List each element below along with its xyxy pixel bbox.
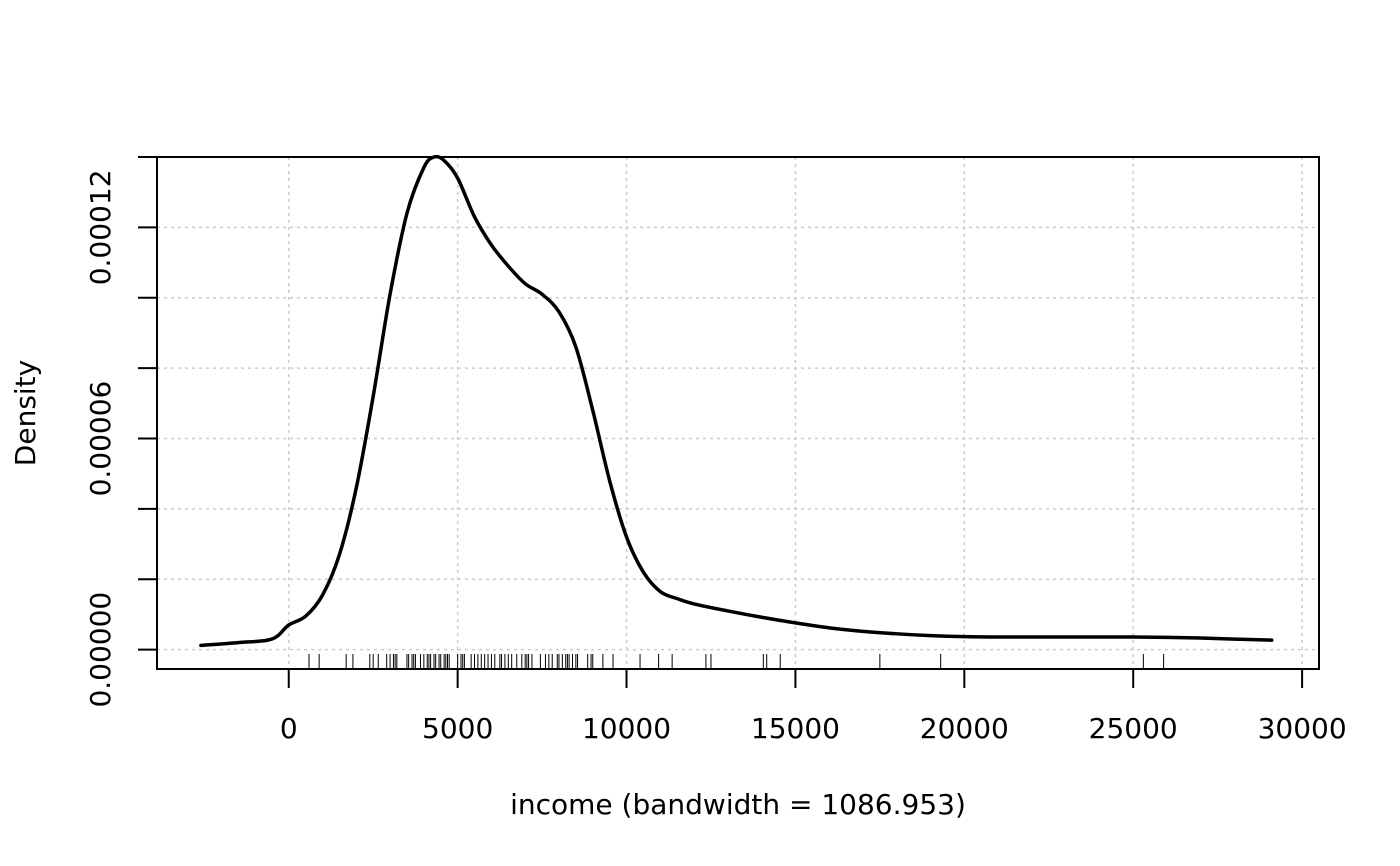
x-tick-label: 20000 — [920, 712, 1009, 745]
x-tick-label: 30000 — [1258, 712, 1347, 745]
grid-lines — [157, 156, 1319, 669]
x-tick-label: 25000 — [1089, 712, 1178, 745]
x-tick-label: 5000 — [422, 712, 493, 745]
y-axis-title: Density — [9, 360, 42, 466]
y-tick-label: 0.00012 — [84, 169, 117, 285]
rug-marks — [308, 654, 1165, 669]
x-tick-label: 0 — [280, 712, 298, 745]
plot-frame — [156, 156, 1320, 670]
x-axis: 0 5000 10000 15000 20000 25000 30000 — [280, 668, 1347, 745]
density-curve — [199, 154, 1274, 648]
x-tick-label: 15000 — [751, 712, 840, 745]
x-tick-label: 10000 — [582, 712, 671, 745]
x-axis-title: income (bandwidth = 1086.953) — [510, 788, 966, 821]
y-axis: 0.00000 0.00006 0.00012 — [84, 156, 158, 708]
y-tick-label: 0.00006 — [84, 381, 117, 497]
y-tick-label: 0.00000 — [84, 592, 117, 708]
